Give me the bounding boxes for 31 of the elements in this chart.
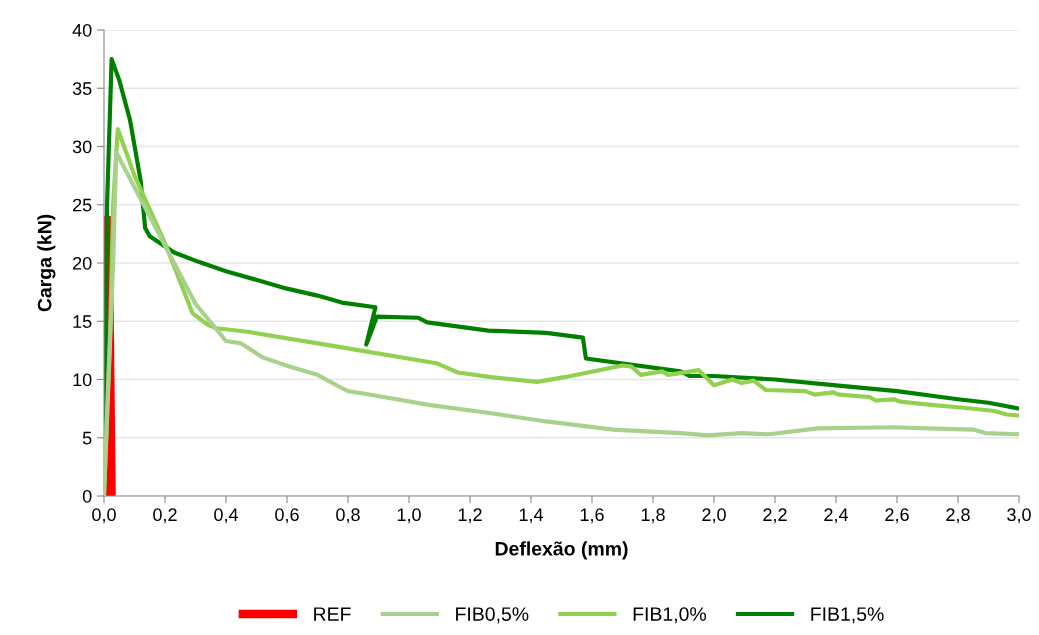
y-tick-label: 40 [72,23,92,37]
y-tick-label: 5 [82,431,92,445]
x-tick-label: 0,0 [92,508,116,524]
y-tick-label: 25 [73,198,92,212]
x-tick-label: 1,0 [397,508,421,524]
y-tick-label: 30 [72,140,92,154]
y-tick-label: 10 [73,373,92,387]
x-tick-label: 1,8 [641,508,665,524]
y-tick-label: 20 [73,256,92,270]
y-tick-label: 0 [82,489,92,503]
x-axis-title: Deflexão (mm) [495,541,628,560]
legend-label: FIB0,5% [456,607,529,624]
x-tick-label: 0,2 [153,508,177,524]
x-tick-label: 2,8 [946,508,970,524]
x-tick-label: 2,0 [702,508,726,524]
x-tick-label: 1,6 [580,508,604,524]
x-tick-label: 2,6 [885,508,909,524]
x-tick-label: 2,2 [763,508,787,524]
x-tick-label: 2,4 [824,508,849,524]
x-tick-label: 1,4 [519,508,544,524]
legend-label: FIB1,0% [633,607,707,624]
y-tick-label: 15 [73,315,92,328]
y-tick-label: 35 [72,82,92,95]
x-tick-label: 1,2 [458,508,482,524]
x-tick-label: 3,0 [1007,508,1031,524]
x-tick-label: 0,8 [336,508,360,524]
legend-label: FIB1,5% [811,607,884,624]
x-tick-label: 0,4 [214,508,239,524]
legend-label: REF [314,607,351,621]
y-axis-title: Carga (kN) [37,214,56,312]
x-tick-label: 0,6 [275,508,299,524]
